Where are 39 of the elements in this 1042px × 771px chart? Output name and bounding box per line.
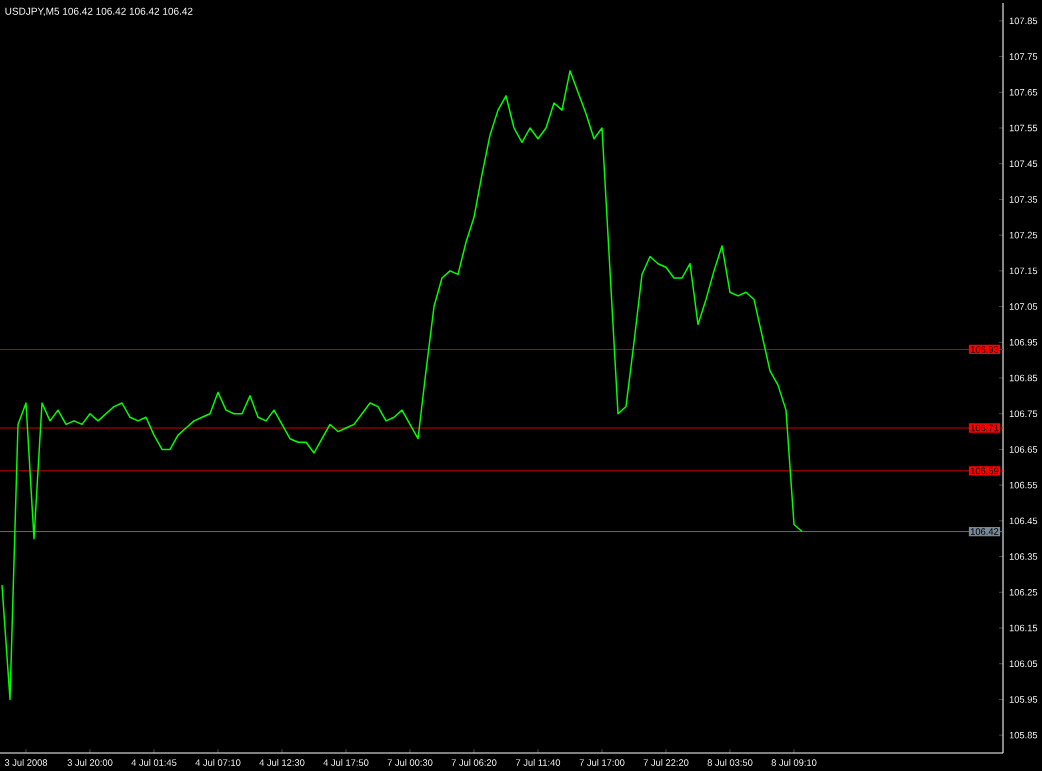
y-tick-label: 106.45 xyxy=(1009,517,1038,525)
y-tick-label: 107.45 xyxy=(1009,160,1038,168)
y-tick-label: 106.25 xyxy=(1009,588,1038,596)
x-tick-label: 4 Jul 01:45 xyxy=(131,759,177,766)
y-tick-label: 106.85 xyxy=(1009,374,1038,382)
ref-line-label: 106.71 xyxy=(970,424,999,432)
y-tick-label: 107.55 xyxy=(1009,124,1038,132)
ref-line-label: 106.59 xyxy=(970,467,999,475)
y-tick-label: 106.95 xyxy=(1009,338,1038,346)
x-tick-label: 8 Jul 03:50 xyxy=(707,759,753,766)
x-tick-label: 7 Jul 22:20 xyxy=(643,759,689,766)
y-tick-label: 106.15 xyxy=(1009,624,1038,632)
y-tick-label: 105.85 xyxy=(1009,731,1038,739)
y-tick-label: 107.65 xyxy=(1009,88,1038,96)
y-tick-label: 107.15 xyxy=(1009,267,1038,275)
x-tick-label: 7 Jul 06:20 xyxy=(451,759,497,766)
x-tick-label: 3 Jul 20:00 xyxy=(67,759,113,766)
ref-line-label: 106.93 xyxy=(970,346,999,353)
y-tick-label: 106.55 xyxy=(1009,481,1038,489)
x-tick-label: 4 Jul 17:50 xyxy=(323,759,369,766)
x-tick-label: 7 Jul 11:40 xyxy=(516,759,561,766)
x-tick-label: 4 Jul 07:10 xyxy=(195,759,241,766)
x-tick-label: 7 Jul 17:00 xyxy=(579,759,625,766)
ref-line-label: 106.42 xyxy=(970,528,999,535)
y-tick-label: 107.05 xyxy=(1009,303,1038,310)
x-tick-label: 8 Jul 09:10 xyxy=(771,759,817,766)
y-tick-label: 107.35 xyxy=(1009,196,1038,203)
x-tick-label: 7 Jul 00:30 xyxy=(387,759,433,766)
x-tick-label: 3 Jul 2008 xyxy=(4,759,48,766)
x-tick-label: 4 Jul 12:30 xyxy=(259,759,305,766)
chart-title: USDJPY,M5 106.42 106.42 106.42 106.42 xyxy=(5,7,193,16)
y-tick-label: 106.35 xyxy=(1009,553,1038,560)
y-tick-label: 106.75 xyxy=(1009,410,1038,418)
y-tick-label: 106.05 xyxy=(1009,660,1038,668)
y-tick-label: 107.85 xyxy=(1009,17,1038,25)
y-tick-label: 105.95 xyxy=(1009,696,1038,703)
y-tick-label: 107.25 xyxy=(1009,231,1038,239)
y-tick-label: 106.65 xyxy=(1009,446,1038,453)
y-tick-label: 107.75 xyxy=(1009,53,1038,60)
